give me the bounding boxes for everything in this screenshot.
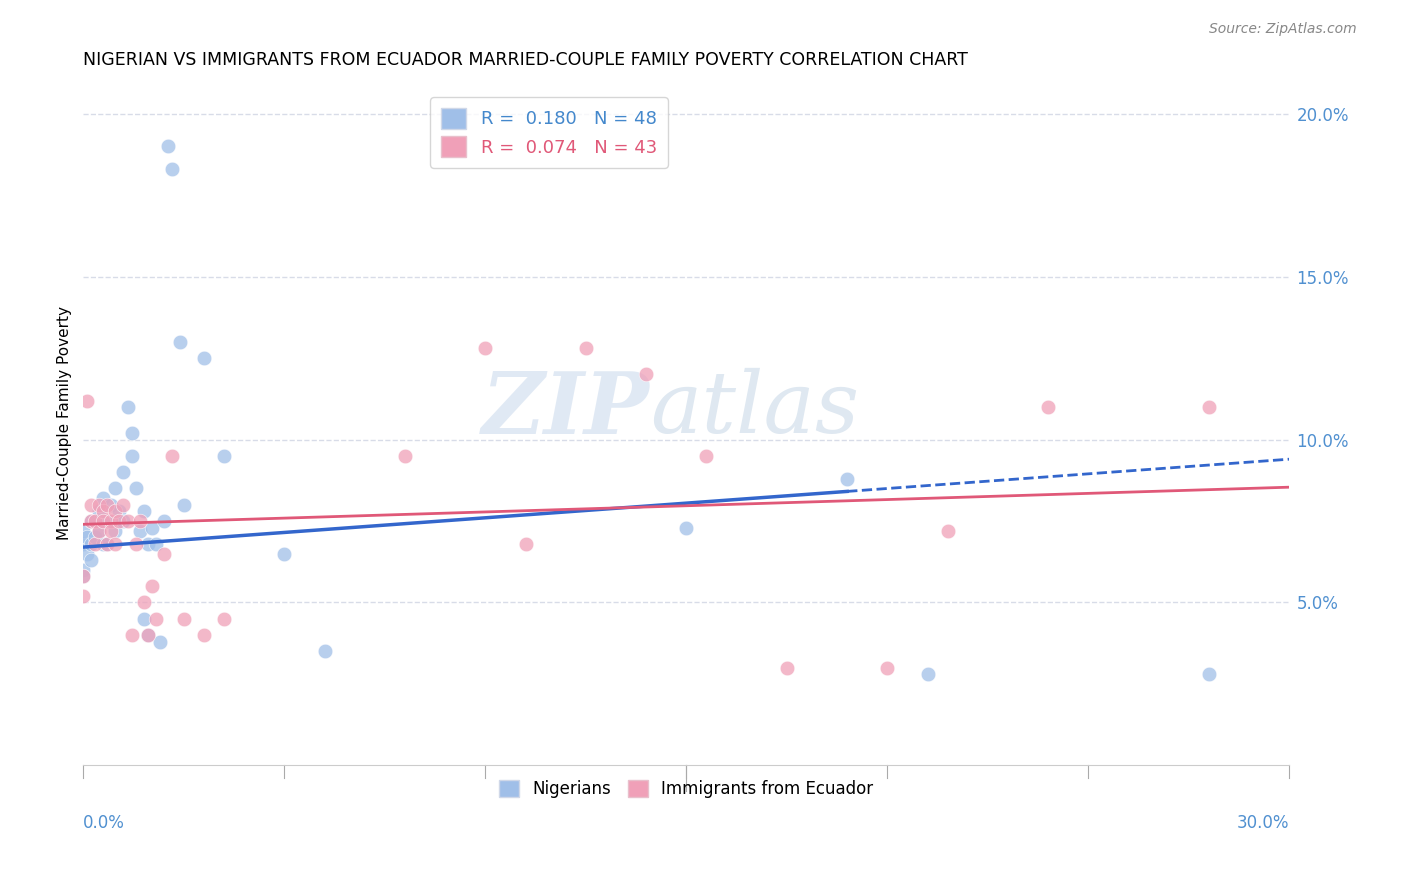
- Point: [112, 498, 135, 512]
- Y-axis label: Married-Couple Family Poverty: Married-Couple Family Poverty: [58, 306, 72, 541]
- Point: [193, 351, 215, 366]
- Legend: Nigerians, Immigrants from Ecuador: Nigerians, Immigrants from Ecuador: [492, 773, 880, 805]
- Point: [141, 520, 163, 534]
- Point: [121, 426, 143, 441]
- Point: [80, 537, 103, 551]
- Point: [96, 514, 118, 528]
- Point: [89, 504, 111, 518]
- Point: [84, 530, 107, 544]
- Point: [72, 537, 94, 551]
- Point: [636, 368, 658, 382]
- Point: [100, 514, 122, 528]
- Point: [193, 628, 215, 642]
- Point: [128, 524, 150, 538]
- Point: [121, 449, 143, 463]
- Point: [1198, 667, 1220, 681]
- Point: [936, 524, 959, 538]
- Point: [89, 524, 111, 538]
- Point: [89, 524, 111, 538]
- Point: [72, 589, 94, 603]
- Point: [124, 482, 146, 496]
- Point: [121, 628, 143, 642]
- Point: [89, 498, 111, 512]
- Point: [80, 553, 103, 567]
- Point: [112, 514, 135, 528]
- Point: [80, 514, 103, 528]
- Point: [136, 628, 159, 642]
- Point: [84, 537, 107, 551]
- Point: [314, 644, 336, 658]
- Point: [96, 537, 118, 551]
- Point: [104, 537, 127, 551]
- Point: [152, 514, 174, 528]
- Point: [675, 520, 697, 534]
- Point: [80, 514, 103, 528]
- Point: [136, 537, 159, 551]
- Point: [173, 612, 195, 626]
- Point: [149, 634, 172, 648]
- Point: [273, 547, 295, 561]
- Point: [93, 491, 115, 506]
- Point: [876, 660, 898, 674]
- Point: [132, 612, 155, 626]
- Point: [93, 514, 115, 528]
- Point: [169, 334, 191, 349]
- Point: [96, 498, 118, 512]
- Point: [145, 537, 167, 551]
- Point: [84, 514, 107, 528]
- Point: [76, 530, 98, 544]
- Point: [132, 595, 155, 609]
- Point: [108, 514, 131, 528]
- Point: [1198, 400, 1220, 414]
- Point: [93, 504, 115, 518]
- Point: [108, 504, 131, 518]
- Point: [474, 342, 496, 356]
- Point: [76, 547, 98, 561]
- Point: [112, 465, 135, 479]
- Point: [117, 514, 139, 528]
- Point: [173, 498, 195, 512]
- Point: [93, 537, 115, 551]
- Point: [76, 393, 98, 408]
- Text: Source: ZipAtlas.com: Source: ZipAtlas.com: [1209, 22, 1357, 37]
- Point: [212, 612, 235, 626]
- Point: [695, 449, 717, 463]
- Point: [128, 514, 150, 528]
- Point: [145, 612, 167, 626]
- Point: [117, 400, 139, 414]
- Point: [104, 504, 127, 518]
- Point: [160, 449, 183, 463]
- Point: [160, 162, 183, 177]
- Point: [1036, 400, 1059, 414]
- Point: [104, 524, 127, 538]
- Point: [124, 537, 146, 551]
- Text: 0.0%: 0.0%: [83, 814, 125, 832]
- Point: [917, 667, 939, 681]
- Point: [575, 342, 598, 356]
- Point: [104, 482, 127, 496]
- Point: [96, 537, 118, 551]
- Point: [100, 498, 122, 512]
- Point: [156, 139, 179, 153]
- Point: [152, 547, 174, 561]
- Point: [72, 569, 94, 583]
- Point: [837, 472, 859, 486]
- Point: [100, 524, 122, 538]
- Point: [72, 563, 94, 577]
- Point: [136, 628, 159, 642]
- Point: [394, 449, 416, 463]
- Text: 30.0%: 30.0%: [1237, 814, 1289, 832]
- Text: ZIP: ZIP: [482, 368, 650, 451]
- Point: [84, 514, 107, 528]
- Point: [212, 449, 235, 463]
- Point: [776, 660, 799, 674]
- Point: [515, 537, 537, 551]
- Point: [132, 504, 155, 518]
- Point: [80, 498, 103, 512]
- Text: NIGERIAN VS IMMIGRANTS FROM ECUADOR MARRIED-COUPLE FAMILY POVERTY CORRELATION CH: NIGERIAN VS IMMIGRANTS FROM ECUADOR MARR…: [83, 51, 969, 69]
- Point: [72, 569, 94, 583]
- Point: [72, 524, 94, 538]
- Text: atlas: atlas: [650, 368, 859, 451]
- Point: [141, 579, 163, 593]
